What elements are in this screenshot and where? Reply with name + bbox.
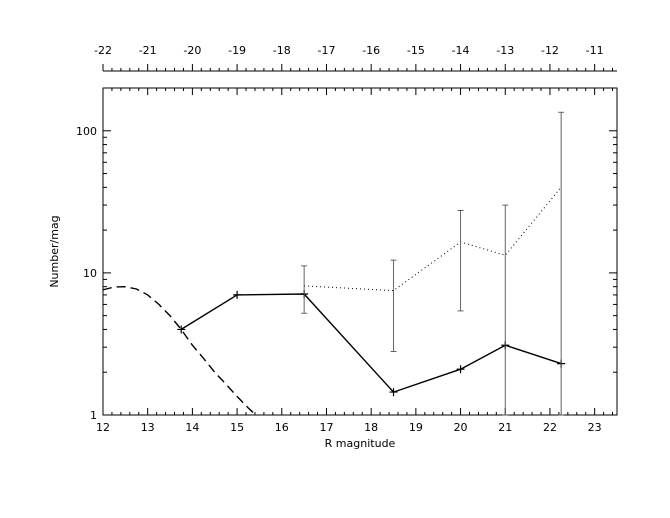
x-axis-label: R magnitude xyxy=(325,437,396,450)
y-axis-label: Number/mag xyxy=(48,215,61,287)
x-tick-label: 22 xyxy=(543,421,557,434)
series-line-solid xyxy=(180,293,562,393)
top-tick-label: -18 xyxy=(273,44,291,57)
y-tick-labels: 1 10 100 xyxy=(76,125,97,422)
x-tick-labels: 12 13 14 15 16 17 18 19 20 21 22 23 xyxy=(96,421,602,434)
top-tick-label: -22 xyxy=(94,44,112,57)
x-tick-label: 20 xyxy=(454,421,468,434)
x-tick-label: 12 xyxy=(96,421,110,434)
x-tick-label: 17 xyxy=(319,421,333,434)
top-tick-label: -16 xyxy=(362,44,380,57)
data-point-marker xyxy=(177,325,186,334)
y-tick-label: 100 xyxy=(76,125,97,138)
data-point-marker xyxy=(389,388,398,397)
y-tick-label: 10 xyxy=(83,267,97,280)
series-line-dashed xyxy=(103,285,257,415)
top-tick-label: -14 xyxy=(452,44,470,57)
top-tick-label: -15 xyxy=(407,44,425,57)
x-tick-label: 21 xyxy=(498,421,512,434)
top-tick-label: -20 xyxy=(183,44,201,57)
top-tick-label: -21 xyxy=(139,44,157,57)
series-line-dotted xyxy=(304,186,562,292)
x-tick-label: 23 xyxy=(588,421,602,434)
x-tick-label: 15 xyxy=(230,421,244,434)
x-tick-label: 14 xyxy=(185,421,199,434)
data-point-marker xyxy=(233,290,242,299)
top-tick-label: -19 xyxy=(228,44,246,57)
x-tick-label: 18 xyxy=(364,421,378,434)
x-tick-label: 13 xyxy=(141,421,155,434)
plot-frame xyxy=(102,87,618,416)
top-tick-label: -12 xyxy=(541,44,559,57)
y-tick-label: 1 xyxy=(90,409,97,422)
data-point-marker xyxy=(456,365,465,374)
x-tick-label: 16 xyxy=(275,421,289,434)
data-series xyxy=(103,186,566,415)
axis-ticks xyxy=(102,87,617,416)
top-tick-label: -17 xyxy=(317,44,335,57)
error-bars xyxy=(301,111,565,416)
x-tick-label: 19 xyxy=(409,421,423,434)
top-tick-label: -11 xyxy=(586,44,604,57)
top-tick-label: -13 xyxy=(496,44,514,57)
top-absolute-magnitude-axis: -22 -21 -20 -19 -18 -17 -16 -15 -14 -13 -12 -11 xyxy=(94,44,617,72)
